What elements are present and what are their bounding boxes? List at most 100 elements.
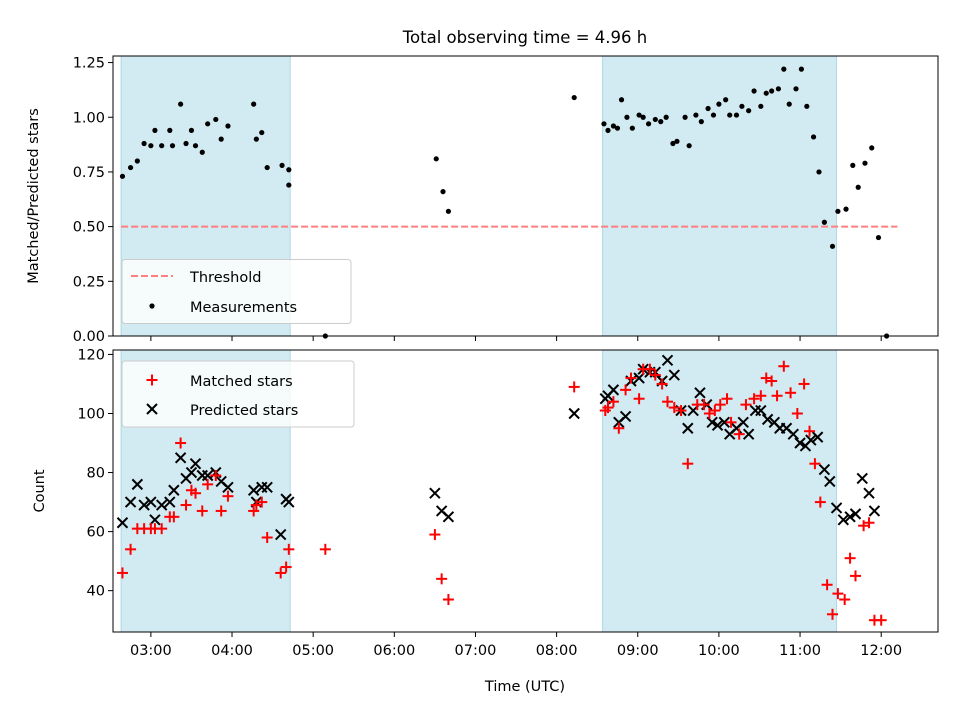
y-tick-label: 0.50: [73, 220, 105, 236]
measurement-point: [746, 108, 752, 114]
measurement-point: [835, 208, 841, 214]
matched-stars-point: [791, 407, 803, 419]
plot-frame-bottom: [112, 349, 939, 633]
matched-stars-point: [190, 487, 201, 499]
measurement-point: [148, 143, 154, 149]
matched-stars-point: [625, 372, 637, 384]
matched-stars-point: [613, 422, 625, 434]
measurement-point: [618, 97, 625, 103]
measurement-point: [167, 127, 173, 133]
measurement-point: [727, 112, 733, 118]
matched-stars-point: [275, 567, 287, 579]
measurement-point: [264, 164, 270, 171]
predicted-stars-point: [189, 457, 202, 470]
predicted-stars-point: [694, 387, 706, 399]
measurement-point: [739, 103, 745, 109]
x-axis-ticks-bottom: 03:00 04:00 05:00 06:00 07:00 08:00 09:00 10:00…: [130, 632, 902, 659]
x-axis-label: Time (UTC): [484, 679, 565, 695]
y-tick-label: 60: [87, 525, 105, 541]
predicted-stars-point: [261, 481, 273, 494]
y-axis-ticks-bottom: 40 60 80 100 120: [77, 347, 113, 600]
legend-predicted-swatch: [146, 403, 158, 415]
matched-stars-point: [771, 390, 783, 402]
measurement-point: [199, 149, 205, 155]
matched-stars-point: [709, 405, 721, 417]
shaded-interval-2: [602, 55, 838, 337]
predicted-stars-point: [568, 407, 580, 420]
y-tick-label: 1.25: [73, 56, 105, 72]
matched-stars-point: [821, 579, 833, 591]
plot-frame-top: [112, 55, 939, 337]
matched-stars-point: [180, 499, 192, 511]
measurement-point: [804, 103, 810, 109]
measurement-point: [433, 156, 439, 162]
matched-stars-point: [283, 543, 295, 555]
measurement-point: [251, 101, 257, 107]
matched-stars-point: [682, 458, 694, 470]
matched-stars-point: [568, 381, 580, 393]
predicted-stars-point: [856, 472, 868, 485]
predicted-stars-point: [633, 372, 645, 384]
matched-stars-point: [766, 375, 778, 387]
predicted-stars-point: [824, 475, 836, 488]
y-tick-label: 120: [77, 347, 105, 363]
measurement-point: [850, 162, 856, 168]
predicted-stars-point: [794, 437, 806, 449]
predicted-stars-point: [222, 481, 234, 494]
matched-stars-point: [662, 396, 674, 408]
measurement-point: [758, 103, 764, 109]
matched-stars-point: [607, 396, 619, 408]
y-axis-ticks-top: 0.00 0.25 0.50 0.75 1.00 1.25: [73, 56, 113, 345]
matched-stars-point: [714, 399, 726, 411]
predicted-stars-point: [149, 514, 161, 526]
measurement-point: [127, 164, 134, 171]
predicted-stars-point: [607, 384, 620, 396]
matched-stars-point: [156, 523, 168, 535]
measurement-point: [286, 182, 292, 188]
legend-box-bottom: [121, 360, 355, 428]
y-tick-label: 80: [87, 466, 105, 482]
predicted-stars-point: [145, 496, 157, 508]
x-tick-label: 06:00: [373, 643, 415, 659]
legend-measurements-swatch: [149, 303, 155, 309]
matched-stars-point: [602, 402, 614, 414]
shaded-interval-2: [602, 349, 838, 633]
measurement-point: [733, 112, 740, 118]
predicted-stars-point: [619, 410, 632, 423]
measurement-point: [571, 94, 577, 101]
matched-stars-point: [725, 416, 737, 428]
predicted-stars-point: [868, 505, 881, 517]
predicted-stars-point: [818, 463, 831, 476]
measurement-point: [614, 125, 621, 131]
x-tick-label: 05:00: [292, 643, 334, 659]
legend-top: Threshold Measurements: [121, 259, 352, 324]
measurement-point: [610, 123, 617, 129]
predicted-stars-point: [155, 499, 168, 511]
measurement-point: [855, 184, 861, 190]
measurement-point: [829, 243, 836, 249]
chart-title: Total observing time = 4.96 h: [402, 28, 647, 47]
legend-predicted-label: Predicted stars: [190, 403, 298, 419]
matched-stars-series: [116, 360, 887, 626]
measurement-point: [862, 160, 868, 166]
matched-stars-point: [698, 399, 710, 411]
matched-stars-point: [832, 588, 844, 600]
measurement-point: [134, 158, 140, 164]
measurement-point: [821, 219, 827, 225]
predicted-stars-point: [830, 502, 843, 514]
measurement-point: [205, 121, 211, 127]
predicted-stars-point: [706, 416, 718, 429]
predicted-stars-point: [787, 428, 799, 440]
matched-stars-point: [827, 608, 839, 620]
predicted-stars-point: [138, 499, 150, 511]
measurement-point: [286, 167, 292, 173]
measurement-point: [869, 145, 875, 151]
legend-measurements-label: Measurements: [190, 300, 297, 316]
predicted-stars-point: [737, 416, 749, 429]
measurement-point: [629, 125, 635, 131]
y-axis-label-top: Matched/Predicted stars: [26, 108, 42, 284]
measurement-point: [693, 112, 699, 118]
legend-matched-label: Matched stars: [190, 374, 293, 390]
x-tick-label: 09:00: [617, 643, 659, 659]
